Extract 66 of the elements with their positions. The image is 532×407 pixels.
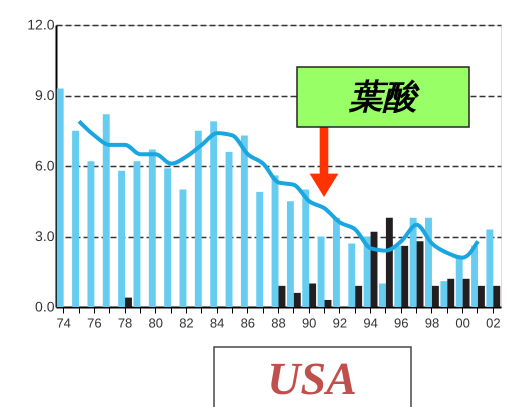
y-tick-label: 0.0 xyxy=(35,298,55,314)
bar xyxy=(318,236,325,307)
y-tick-label: 12.0 xyxy=(27,16,55,32)
bar xyxy=(226,152,232,307)
x-tick-label: 02 xyxy=(486,316,501,330)
bar xyxy=(102,114,110,307)
bar xyxy=(309,284,316,307)
x-tick-label: 88 xyxy=(271,316,286,330)
bar xyxy=(324,300,332,307)
bar xyxy=(194,130,202,307)
bar xyxy=(401,246,408,307)
bar xyxy=(493,286,500,307)
bar xyxy=(379,284,386,307)
x-tick-label: 98 xyxy=(424,316,440,330)
bar xyxy=(164,168,172,307)
bar xyxy=(440,281,448,307)
bar xyxy=(447,278,454,307)
bar xyxy=(210,121,218,307)
x-tick-label: 90 xyxy=(302,316,316,330)
x-tick-label: 80 xyxy=(148,316,163,330)
x-tick-label: 86 xyxy=(240,316,256,330)
bar xyxy=(286,201,294,307)
bar xyxy=(386,218,393,307)
bar xyxy=(256,192,264,307)
y-tick-label: 9.0 xyxy=(35,87,55,103)
annotation: 葉酸 xyxy=(348,78,420,116)
bar xyxy=(355,286,362,307)
x-tick-label: 74 xyxy=(56,316,71,330)
y-tick-label: 6.0 xyxy=(35,158,55,174)
bar xyxy=(278,286,286,307)
bar xyxy=(272,175,278,307)
bar xyxy=(410,218,417,307)
bar xyxy=(118,170,126,307)
x-tick-label: 76 xyxy=(87,316,102,330)
x-tick-label: 94 xyxy=(363,316,378,330)
line-series xyxy=(77,119,480,260)
bar xyxy=(416,241,424,307)
x-tick-label: 78 xyxy=(118,316,132,330)
bar xyxy=(425,218,432,307)
bar xyxy=(432,286,439,307)
bar xyxy=(370,232,378,307)
bar xyxy=(471,246,478,307)
bar xyxy=(364,236,371,307)
bar xyxy=(180,190,186,307)
x-tick-label: 82 xyxy=(179,316,194,330)
bar xyxy=(72,130,80,307)
text: USA xyxy=(267,353,357,404)
x-tick-label: 84 xyxy=(210,316,224,330)
bar xyxy=(456,258,463,307)
bar xyxy=(486,229,494,307)
bar xyxy=(240,135,248,307)
bar xyxy=(394,246,402,307)
x-tick-label: 00 xyxy=(455,316,470,330)
bar xyxy=(87,161,94,307)
x-tick-label: 96 xyxy=(394,316,408,330)
x-tick-label: 92 xyxy=(332,316,348,330)
bar xyxy=(148,150,156,307)
bar xyxy=(294,292,301,307)
y-tick-label: 3.0 xyxy=(35,228,55,244)
bar xyxy=(348,244,356,307)
bar xyxy=(478,286,485,307)
bar xyxy=(125,298,132,307)
bar xyxy=(56,88,64,307)
bar xyxy=(462,278,470,307)
bar xyxy=(133,161,140,307)
bar xyxy=(332,218,340,307)
